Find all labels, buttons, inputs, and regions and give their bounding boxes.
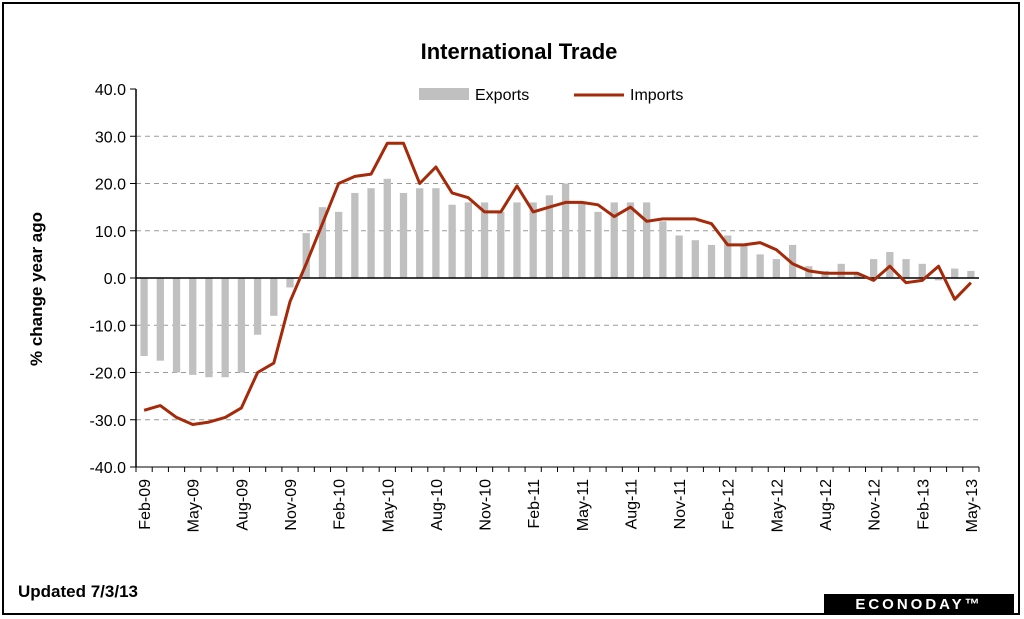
exports-bar [172,278,181,373]
exports-bar [772,259,781,278]
x-tick-label: Feb-09 [137,479,154,530]
exports-bar [545,195,554,278]
exports-bar [480,202,489,278]
x-tick-label: Nov-11 [672,479,689,529]
exports-bar [934,278,943,281]
x-tick-label: Aug-10 [429,479,446,531]
exports-bar [626,202,635,278]
chart-title: International Trade [421,39,618,64]
exports-bar [448,204,456,278]
exports-bar [756,254,764,278]
grid-lines [136,135,979,421]
exports-bar [189,278,197,375]
exports-bar [967,270,975,278]
x-tick-label: Feb-10 [332,479,349,530]
x-tick-label: Nov-10 [478,479,495,531]
exports-bar [383,178,391,278]
trade-chart: International Trade 40.0 30.0 20.0 10.0 0.0 -… [27,39,981,532]
exports-bar [610,202,618,278]
exports-bar [318,207,327,278]
exports-bar [675,235,683,278]
exports-bar [497,211,505,278]
exports-bar [513,202,521,278]
exports-bar [659,221,667,278]
exports-bar [869,259,878,278]
exports-bar [140,278,148,356]
exports-bar [691,240,699,278]
y-tick-labels: 40.0 30.0 20.0 10.0 0.0 -10.0 -20.0 -30.0 -40.0 [90,82,127,477]
exports-bar [156,278,164,361]
exports-bar [237,278,246,373]
x-tick-label: Aug-09 [234,479,251,531]
x-tick-label: May-12 [769,479,786,532]
y-tick-label: 40.0 [95,82,126,99]
exports-bar [464,202,472,278]
exports-bar [221,278,229,378]
x-tick-label: Nov-09 [283,479,300,531]
exports-bar [707,244,716,278]
exports-bar [205,278,213,378]
exports-bar [951,268,959,278]
legend-exports-swatch [419,88,469,100]
exports-bar [853,273,862,278]
legend-imports-label: Imports [630,87,683,104]
x-tick-labels: Feb-09 May-09 Aug-09 Nov-09 Feb-10 May-10 Aug-… [137,479,981,532]
exports-bar [334,211,343,278]
exports-bar [286,278,294,288]
y-tick-label: -20.0 [90,366,127,383]
y-tick-label: -30.0 [90,413,127,430]
y-tick-label: 10.0 [95,224,126,241]
y-tick-label: -40.0 [90,460,127,477]
imports-series-line [143,141,972,426]
x-tick-label: Feb-12 [721,479,738,530]
exports-bar [416,188,424,278]
exports-bar [578,202,586,278]
econoday-logo: ECONODAY™ [824,594,1014,614]
exports-bar [529,202,537,278]
exports-bar [399,192,408,278]
exports-bar [561,183,570,278]
exports-bar [367,188,375,278]
exports-bar [724,235,732,278]
x-tick-label: May-11 [575,479,592,531]
legend: Exports Imports [419,87,683,104]
exports-bar [837,263,845,278]
y-axis-label: % change year ago [27,212,46,366]
exports-bar [594,211,602,278]
exports-bar [302,233,310,278]
exports-bar [643,202,651,278]
y-tick-label: -10.0 [90,318,127,335]
y-tick-label: 20.0 [95,177,126,194]
updated-date: Updated 7/3/13 [18,582,138,601]
exports-bar [351,192,359,278]
exports-bar [788,244,797,278]
legend-exports-label: Exports [475,87,529,104]
x-tick-label: Nov-12 [867,479,884,531]
x-tick-label: Aug-11 [623,479,640,530]
x-tick-label: Aug-12 [818,479,835,531]
exports-bar [270,278,278,316]
exports-bar [432,188,440,278]
exports-bar [253,278,262,335]
x-tick-label: May-13 [964,479,981,532]
exports-bar [902,259,910,278]
exports-bar [918,263,926,278]
x-tick-label: May-10 [380,479,397,532]
x-tick-label: May-09 [186,479,203,532]
exports-bar [740,244,748,278]
axes [130,88,980,472]
imports-line [143,141,972,426]
y-tick-label: 0.0 [104,271,126,288]
x-tick-label: Feb-11 [526,479,543,529]
x-tick-label: Feb-13 [915,479,932,530]
y-tick-label: 30.0 [95,129,126,146]
